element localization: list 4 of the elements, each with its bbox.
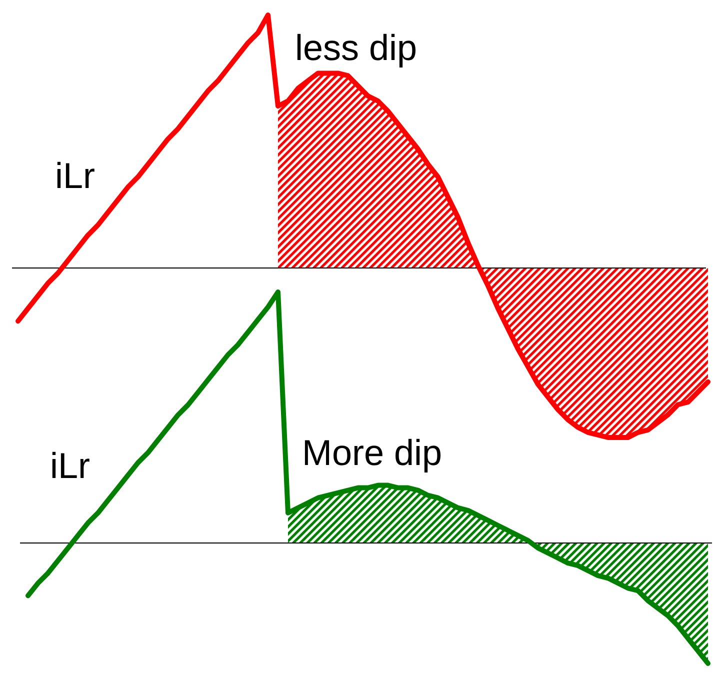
- annotation: iLr: [50, 445, 90, 486]
- annotation: More dip: [302, 432, 442, 473]
- annotation: less dip: [295, 27, 418, 68]
- annotation: iLr: [55, 155, 96, 196]
